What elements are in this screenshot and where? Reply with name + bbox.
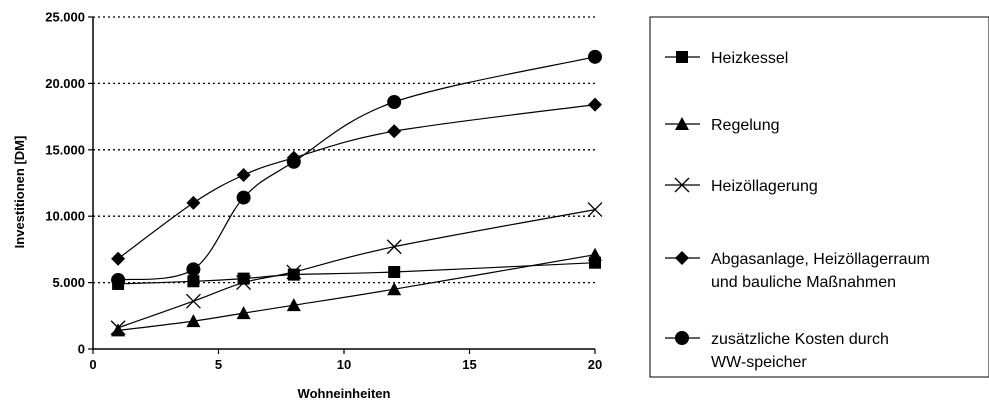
x-tick-label-4: 20 (588, 357, 602, 372)
legend-marker-3 (675, 251, 689, 265)
x-tick-label-3: 15 (462, 357, 476, 372)
y-tick-label-2: 10.000 (45, 209, 85, 224)
data-point-2-5 (587, 202, 603, 218)
data-point-0-4 (388, 265, 401, 278)
legend-box (649, 16, 989, 378)
y-tick-label-0: 0 (78, 342, 85, 357)
data-point-2-4 (386, 239, 402, 255)
data-point-3-0 (111, 251, 126, 266)
x-tick-label-1: 5 (215, 357, 222, 372)
legend-marker-1 (675, 117, 689, 130)
legend-label-1: Regelung (711, 117, 780, 134)
data-point-1-2 (236, 306, 251, 320)
data-point-1-4 (387, 282, 402, 296)
data-point-4-5 (588, 49, 602, 64)
x-tick-label-0: 0 (89, 357, 96, 372)
y-tick-label-3: 15.000 (45, 142, 85, 157)
data-point-3-5 (588, 97, 602, 112)
y-tick-label-1: 5.000 (52, 275, 85, 290)
x-tick-label-2: 10 (337, 357, 351, 372)
data-point-4-0 (111, 272, 126, 287)
plot-area: 0 5.000 10.000 15.000 20.000 25.000 0 5 10 15 20 (45, 10, 603, 372)
legend-label-0: Heizkessel (711, 50, 788, 67)
data-point-3-1 (186, 195, 201, 210)
data-point-4-2 (236, 190, 251, 205)
series-line-3 (117, 104, 596, 260)
legend-label-2: Heizöllagerung (711, 178, 818, 195)
y-tick-label-4: 20.000 (45, 76, 85, 91)
data-point-3-2 (236, 168, 251, 183)
data-point-2-1 (185, 293, 201, 309)
data-point-1-5 (588, 247, 602, 261)
legend-label-4: zusätzliche Kosten durch WW-speicher (711, 331, 889, 371)
y-tick-label-5: 25.000 (45, 10, 85, 25)
data-point-4-3 (286, 154, 301, 169)
data-point-1-0 (111, 323, 126, 337)
data-point-2-2 (236, 275, 252, 291)
legend: Heizkessel Regelung Heizöllagerung Abgasanl… (649, 16, 989, 378)
data-point-2-0 (110, 320, 126, 336)
data-point-2-3 (286, 264, 302, 280)
data-point-3-4 (387, 124, 402, 139)
legend-marker-0 (676, 51, 688, 63)
data-point-1-3 (286, 298, 301, 312)
data-point-1-1 (186, 314, 201, 328)
data-point-0-1 (187, 275, 200, 288)
data-point-4-1 (186, 262, 201, 277)
data-point-4-4 (387, 94, 402, 109)
series-line-4 (118, 56, 596, 281)
legend-marker-4 (675, 331, 689, 345)
legend-label-3: Abgasanlage, Heizöllagerraum und bauliche… (711, 251, 930, 291)
x-axis-title: Wohneinheiten (298, 386, 391, 401)
y-axis-title: Investitionen [DM] (12, 136, 27, 249)
legend-marker-2 (674, 177, 690, 193)
